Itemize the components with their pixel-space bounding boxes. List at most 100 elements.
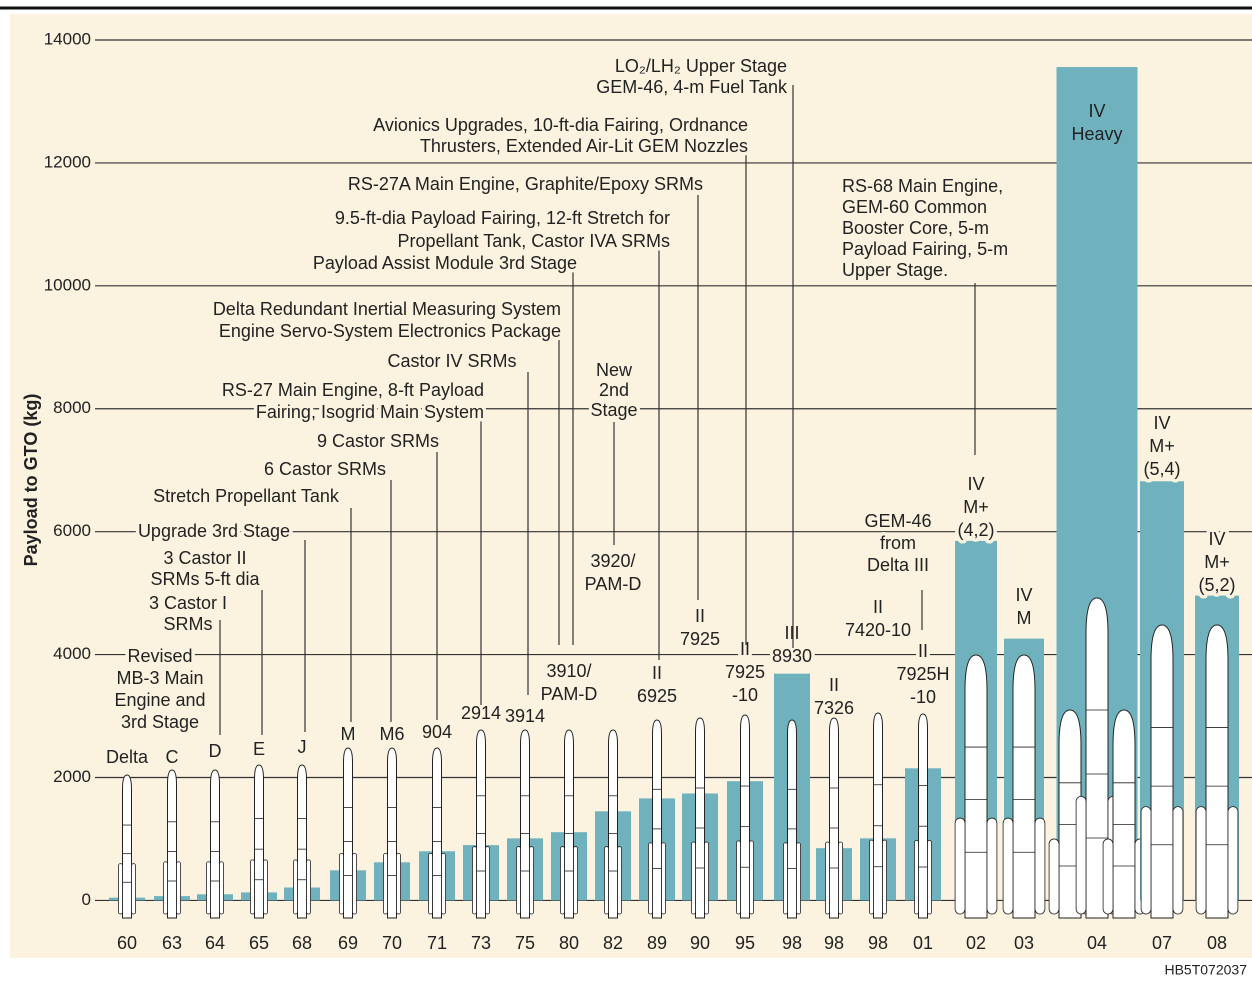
vehicle-label: M+: [1204, 552, 1230, 572]
rocket-booster: [293, 859, 298, 915]
rocket-booster: [263, 859, 268, 915]
rocket-core: [787, 719, 797, 919]
rocket-booster: [736, 840, 741, 915]
annotation: Fairing, Isogrid Main System: [256, 402, 484, 422]
vehicle-label: IV: [1153, 413, 1170, 433]
rocket-core: [918, 713, 928, 919]
annotation: Engine Servo-System Electronics Package: [219, 321, 561, 341]
vehicle-label: II: [918, 641, 928, 661]
annotation: GEM-46: [864, 511, 931, 531]
annotation: LO₂/LH₂ Upper Stage: [615, 56, 787, 76]
annotation: 6 Castor SRMs: [264, 459, 386, 479]
rocket-booster: [206, 861, 211, 915]
vehicle-label: IV: [1208, 529, 1225, 549]
vehicle-label: IV: [1015, 585, 1032, 605]
rocket-core: [564, 729, 574, 919]
rocket-booster: [825, 841, 830, 915]
rocket-core: [254, 764, 264, 919]
vehicle-label: 6925: [637, 686, 677, 706]
rocket-booster: [219, 861, 224, 915]
rocket-booster: [352, 853, 357, 915]
rocket-core: [297, 764, 307, 919]
rocket-booster: [516, 846, 521, 915]
rocket-booster: [131, 863, 136, 915]
rocket-booster: [441, 853, 446, 915]
vehicle-label: IV: [1088, 101, 1105, 121]
rocket-booster: [838, 841, 843, 915]
rocket-core: [122, 774, 132, 919]
rocket-core: [873, 712, 883, 919]
annotation: Engine and: [114, 690, 205, 710]
rocket-booster: [1195, 806, 1207, 915]
vehicle-label: -10: [732, 685, 758, 705]
vehicle-label: -10: [910, 687, 936, 707]
y-tick-label: 6000: [53, 521, 91, 540]
rocket-core: [964, 654, 988, 919]
rocket-booster: [573, 846, 578, 915]
vehicle-label: J: [298, 737, 307, 757]
vehicle-label: M: [1017, 608, 1032, 628]
y-tick-label: 4000: [53, 644, 91, 663]
x-tick-label: 02: [966, 933, 986, 953]
rocket-booster: [704, 841, 709, 915]
annotation: 3 Castor II: [163, 548, 246, 568]
y-tick-label: 14000: [44, 29, 91, 48]
rocket-core: [740, 714, 750, 919]
rocket-booster: [1140, 806, 1152, 915]
rocket-core: [652, 719, 662, 919]
x-tick-label: 98: [782, 933, 802, 953]
rocket-booster: [163, 861, 168, 915]
annotation: Upgrade 3rd Stage: [138, 521, 290, 541]
x-tick-label: 75: [515, 933, 535, 953]
annotation: 3rd Stage: [121, 712, 199, 732]
annotation: Payload Assist Module 3rd Stage: [313, 253, 577, 273]
rocket-booster: [783, 842, 788, 915]
vehicle-label: III: [784, 623, 799, 643]
vehicle-label: C: [166, 747, 179, 767]
y-tick-label: 12000: [44, 152, 91, 171]
vehicle-label: 2914: [461, 703, 501, 723]
rocket-core: [210, 769, 220, 919]
x-tick-label: 64: [205, 933, 225, 953]
annotation: from: [880, 533, 916, 553]
annotation: 9.5-ft-dia Payload Fairing, 12-ft Stretc…: [335, 208, 670, 228]
rocket-booster: [560, 846, 565, 915]
rocket-booster: [396, 853, 401, 915]
x-tick-label: 60: [117, 933, 137, 953]
rocket-booster: [1172, 806, 1184, 915]
vehicle-label: PAM-D: [541, 684, 598, 704]
rocket-booster: [383, 853, 388, 915]
vehicle-label: M: [341, 724, 356, 744]
rocket-booster: [617, 846, 622, 915]
rocket-booster: [1048, 838, 1060, 915]
vehicle-label: 7925: [725, 662, 765, 682]
x-tick-label: 08: [1207, 933, 1227, 953]
rocket-core: [1012, 654, 1036, 919]
x-tick-label: 95: [735, 933, 755, 953]
vehicle-label: 7420-10: [845, 620, 911, 640]
rocket-core: [432, 747, 442, 919]
annotation: Castor IV SRMs: [387, 351, 516, 371]
vehicle-label: IV: [967, 474, 984, 494]
x-tick-label: 68: [292, 933, 312, 953]
annotation: RS-27A Main Engine, Graphite/Epoxy SRMs: [348, 174, 703, 194]
annotation: Revised: [127, 646, 192, 666]
annotation: Thrusters, Extended Air-Lit GEM Nozzles: [420, 136, 748, 156]
vehicle-label: II: [740, 639, 750, 659]
vehicle-label: D: [209, 741, 222, 761]
annotation: Delta III: [867, 555, 929, 575]
vehicle-label: PAM-D: [585, 574, 642, 594]
vehicle-label: M+: [1149, 436, 1175, 456]
vehicle-label: 7925: [680, 629, 720, 649]
rocket-core: [695, 717, 705, 919]
rocket-core: [387, 747, 397, 919]
annotation: Avionics Upgrades, 10-ft-dia Fairing, Or…: [373, 115, 748, 135]
annotation: Delta Redundant Inertial Measuring Syste…: [213, 299, 561, 319]
x-tick-label: 69: [338, 933, 358, 953]
rocket-booster: [869, 839, 874, 915]
x-tick-label: 63: [162, 933, 182, 953]
rocket-core: [1150, 624, 1174, 919]
annotation: GEM-60 Common: [842, 197, 987, 217]
annotation: Payload Fairing, 5-m: [842, 239, 1008, 259]
